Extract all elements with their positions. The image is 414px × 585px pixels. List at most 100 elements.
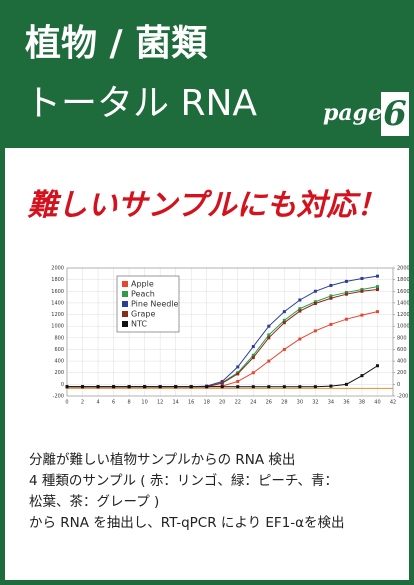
x-tick-label: 10 [141, 400, 147, 406]
y2-tick-label: 1400 [397, 300, 409, 306]
y2-tick-label: 1200 [397, 312, 409, 318]
point [158, 385, 162, 389]
point [282, 385, 286, 389]
point [360, 289, 364, 293]
legend-label: Grape [131, 310, 155, 319]
x-tick-label: 0 [65, 400, 68, 406]
body-line: 松葉、茶：グレープ ) [29, 494, 160, 510]
y2-tick-label: 0 [397, 382, 400, 388]
x-tick-label: 42 [390, 400, 396, 406]
point [282, 318, 286, 322]
point [267, 324, 271, 328]
point [375, 310, 379, 314]
legend-label: NTC [131, 320, 147, 329]
body-line: 分離が難しい植物サンプルからの RNA 検出 [29, 452, 296, 468]
y-tick-label: 800 [54, 335, 64, 341]
point [375, 285, 379, 289]
point [313, 385, 317, 389]
y2-tick-label: 200 [397, 370, 407, 376]
x-tick-label: 20 [219, 400, 225, 406]
point [344, 317, 348, 321]
plot-frame [66, 267, 394, 397]
point [329, 296, 333, 300]
point [267, 359, 271, 363]
body-line: から RNA を抽出し、RT-qPCR により EF1-αを検出 [29, 515, 345, 531]
point [251, 345, 255, 349]
point [313, 289, 317, 293]
point [329, 322, 333, 326]
x-tick-label: 22 [235, 400, 241, 406]
y-tick-label: 0 [61, 382, 64, 388]
legend-swatch [122, 311, 128, 317]
title: トータル RNA [25, 83, 258, 124]
x-tick-label: 14 [172, 400, 178, 406]
legend-label: Pine Needle [131, 300, 179, 309]
point [329, 384, 333, 388]
point [96, 385, 100, 389]
y-tick-label: 2000 [51, 266, 64, 272]
x-tick-label: 26 [266, 400, 272, 406]
point [282, 347, 286, 351]
x-tick-label: 18 [204, 400, 210, 406]
y2-tick-label: 2000 [397, 266, 409, 272]
y-tick-label: 1800 [51, 277, 64, 283]
legend-swatch [122, 321, 128, 327]
point [127, 385, 131, 389]
point [220, 385, 224, 389]
y-tick-label: -200 [53, 394, 64, 400]
x-tick-label: 38 [359, 400, 365, 406]
point [174, 385, 178, 389]
x-tick-label: 28 [281, 400, 287, 406]
point [65, 385, 69, 389]
chart-bg [45, 250, 405, 422]
x-tick-label: 4 [96, 400, 99, 406]
point [236, 379, 240, 383]
point [360, 276, 364, 280]
x-tick-label: 16 [188, 400, 194, 406]
point [360, 288, 364, 292]
y-tick-label: 1400 [51, 300, 64, 306]
point [313, 329, 317, 333]
point [236, 385, 240, 389]
point [313, 301, 317, 305]
headline: 難しいサンプルにも対応！ [27, 188, 387, 223]
y2-tick-label: 1000 [397, 324, 409, 330]
point [329, 283, 333, 287]
point [251, 353, 255, 357]
y2-tick-label: 1600 [397, 289, 409, 295]
point [344, 290, 348, 294]
title: 植物 / 菌類 [25, 23, 208, 64]
y-tick-label: 1600 [51, 289, 64, 295]
point [282, 321, 286, 325]
point [205, 385, 209, 389]
point [298, 298, 302, 302]
x-tick-label: 24 [250, 400, 256, 406]
x-tick-label: 6 [112, 400, 115, 406]
point [267, 333, 271, 337]
y-tick-label: 200 [54, 370, 64, 376]
legend-swatch [122, 291, 128, 297]
y-tick-label: 400 [54, 359, 64, 365]
point [344, 279, 348, 283]
point [251, 371, 255, 375]
x-tick-label: 2 [81, 400, 84, 406]
point [236, 372, 240, 376]
point [282, 310, 286, 314]
x-tick-label: 30 [297, 400, 303, 406]
point [298, 337, 302, 341]
point [298, 307, 302, 311]
point [313, 300, 317, 304]
y-tick-label: 600 [54, 347, 64, 353]
point [329, 294, 333, 298]
point [267, 385, 271, 389]
point [220, 381, 224, 385]
page-label: page [323, 100, 383, 126]
point [220, 379, 224, 383]
point [375, 288, 379, 292]
point [251, 356, 255, 360]
point [344, 292, 348, 296]
body: 分離が難しい植物サンプルからの RNA 検出 4 種類のサンプル ( 赤：リンゴ… [29, 450, 345, 534]
y2-tick-label: -200 [397, 394, 408, 400]
y2-tick-label: 400 [397, 359, 407, 365]
